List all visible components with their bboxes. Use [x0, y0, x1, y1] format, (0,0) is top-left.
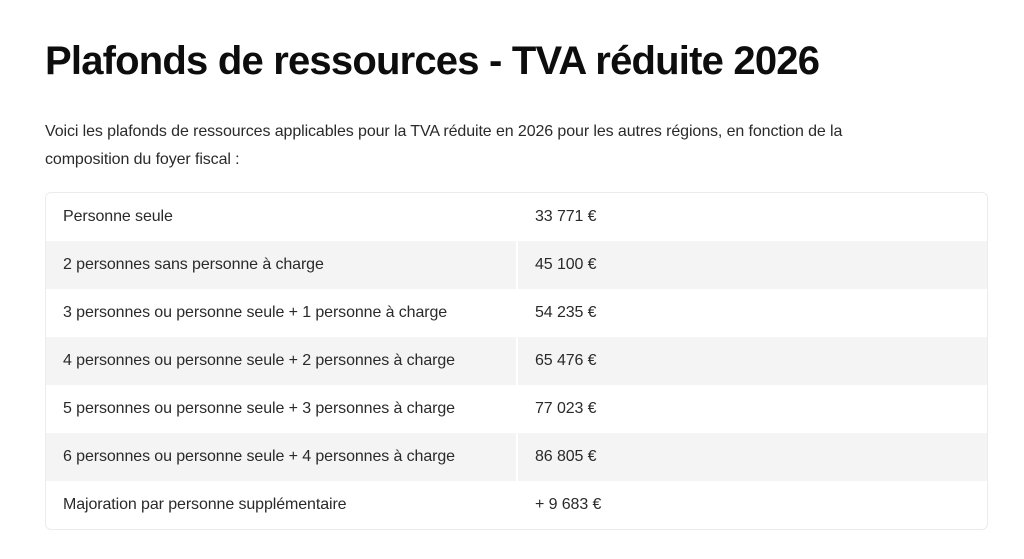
page-title: Plafonds de ressources - TVA réduite 202…: [45, 39, 820, 83]
household-composition: 2 personnes sans personne à charge: [46, 241, 518, 289]
income-ceiling: 33 771 €: [535, 208, 597, 225]
income-ceiling: 54 235 €: [535, 304, 597, 321]
table-row: 6 personnes ou personne seule + 4 person…: [46, 433, 987, 481]
household-composition: 6 personnes ou personne seule + 4 person…: [46, 433, 518, 481]
household-composition: Majoration par personne supplémentaire: [63, 496, 347, 513]
income-ceiling: 45 100 €: [518, 241, 987, 289]
table-row: Personne seule 33 771 €: [46, 193, 987, 241]
income-ceiling: 86 805 €: [518, 433, 987, 481]
household-composition: 4 personnes ou personne seule + 2 person…: [46, 337, 518, 385]
table-row: 5 personnes ou personne seule + 3 person…: [46, 385, 987, 433]
household-composition: 5 personnes ou personne seule + 3 person…: [63, 400, 455, 417]
table-row: 3 personnes ou personne seule + 1 person…: [46, 289, 987, 337]
table-row: 2 personnes sans personne à charge 45 10…: [46, 241, 987, 289]
income-ceilings-table: Personne seule 33 771 € 2 personnes sans…: [45, 192, 988, 530]
table-row: Majoration par personne supplémentaire +…: [46, 481, 987, 529]
intro-paragraph: Voici les plafonds de ressources applica…: [45, 123, 843, 168]
income-ceiling: + 9 683 €: [535, 496, 602, 513]
income-ceiling: 77 023 €: [535, 400, 597, 417]
income-ceiling: 65 476 €: [518, 337, 987, 385]
household-composition: 3 personnes ou personne seule + 1 person…: [63, 304, 448, 321]
table-row: 4 personnes ou personne seule + 2 person…: [46, 337, 987, 385]
household-composition: Personne seule: [63, 208, 173, 225]
